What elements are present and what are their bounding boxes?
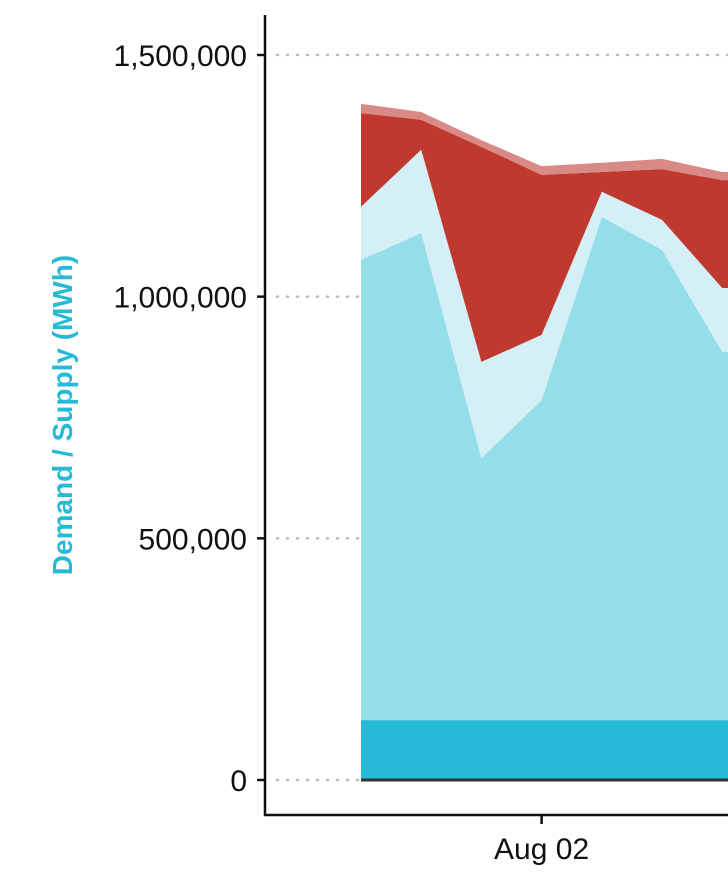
y-tick-label: 500,000 (139, 523, 247, 556)
area-series-3 (361, 149, 728, 459)
area-series-5 (361, 103, 728, 181)
area-series-1 (361, 720, 728, 780)
y-axis-ticks: 0 500,000 1,000,000 1,500,000 (114, 40, 265, 798)
x-axis-ticks: Aug 02 (494, 815, 589, 866)
area-series-4 (361, 113, 728, 362)
x-tick-label: Aug 02 (494, 833, 589, 866)
y-tick-label: 1,000,000 (114, 282, 247, 315)
y-axis-label: Demand / Supply (MWh) (47, 255, 78, 575)
area-series-2 (361, 216, 728, 721)
y-tick-label: 0 (230, 765, 247, 798)
area-series (361, 103, 728, 780)
y-tick-label: 1,500,000 (114, 40, 247, 73)
